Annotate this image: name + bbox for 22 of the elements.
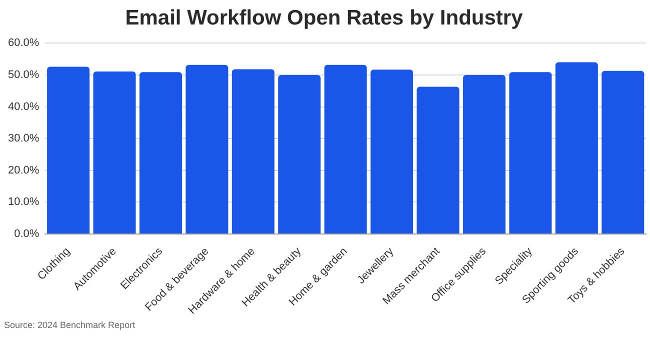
bar <box>509 72 552 234</box>
bar <box>93 72 136 234</box>
y-tick-label: 10.0% <box>8 196 40 208</box>
bar <box>324 64 367 234</box>
bar <box>139 72 182 234</box>
y-tick-label: 30.0% <box>8 132 40 145</box>
bar <box>416 86 460 234</box>
bar <box>232 69 274 234</box>
y-tick-label: 0.0% <box>14 228 40 240</box>
y-tick-label: 60.0% <box>8 37 40 50</box>
bar <box>602 70 644 234</box>
y-tick-label: 50.0% <box>8 69 40 82</box>
source-note: Source: 2024 Benchmark Report <box>4 320 136 330</box>
y-tick-label: 20.0% <box>8 164 40 176</box>
chart-title: Email Workflow Open Rates by Industry <box>125 6 524 30</box>
bar <box>462 74 506 234</box>
bar <box>186 64 228 234</box>
bar <box>555 62 598 234</box>
bar <box>278 74 321 234</box>
y-tick-label: 40.0% <box>8 100 40 113</box>
bar <box>370 70 414 234</box>
bar <box>47 66 90 234</box>
